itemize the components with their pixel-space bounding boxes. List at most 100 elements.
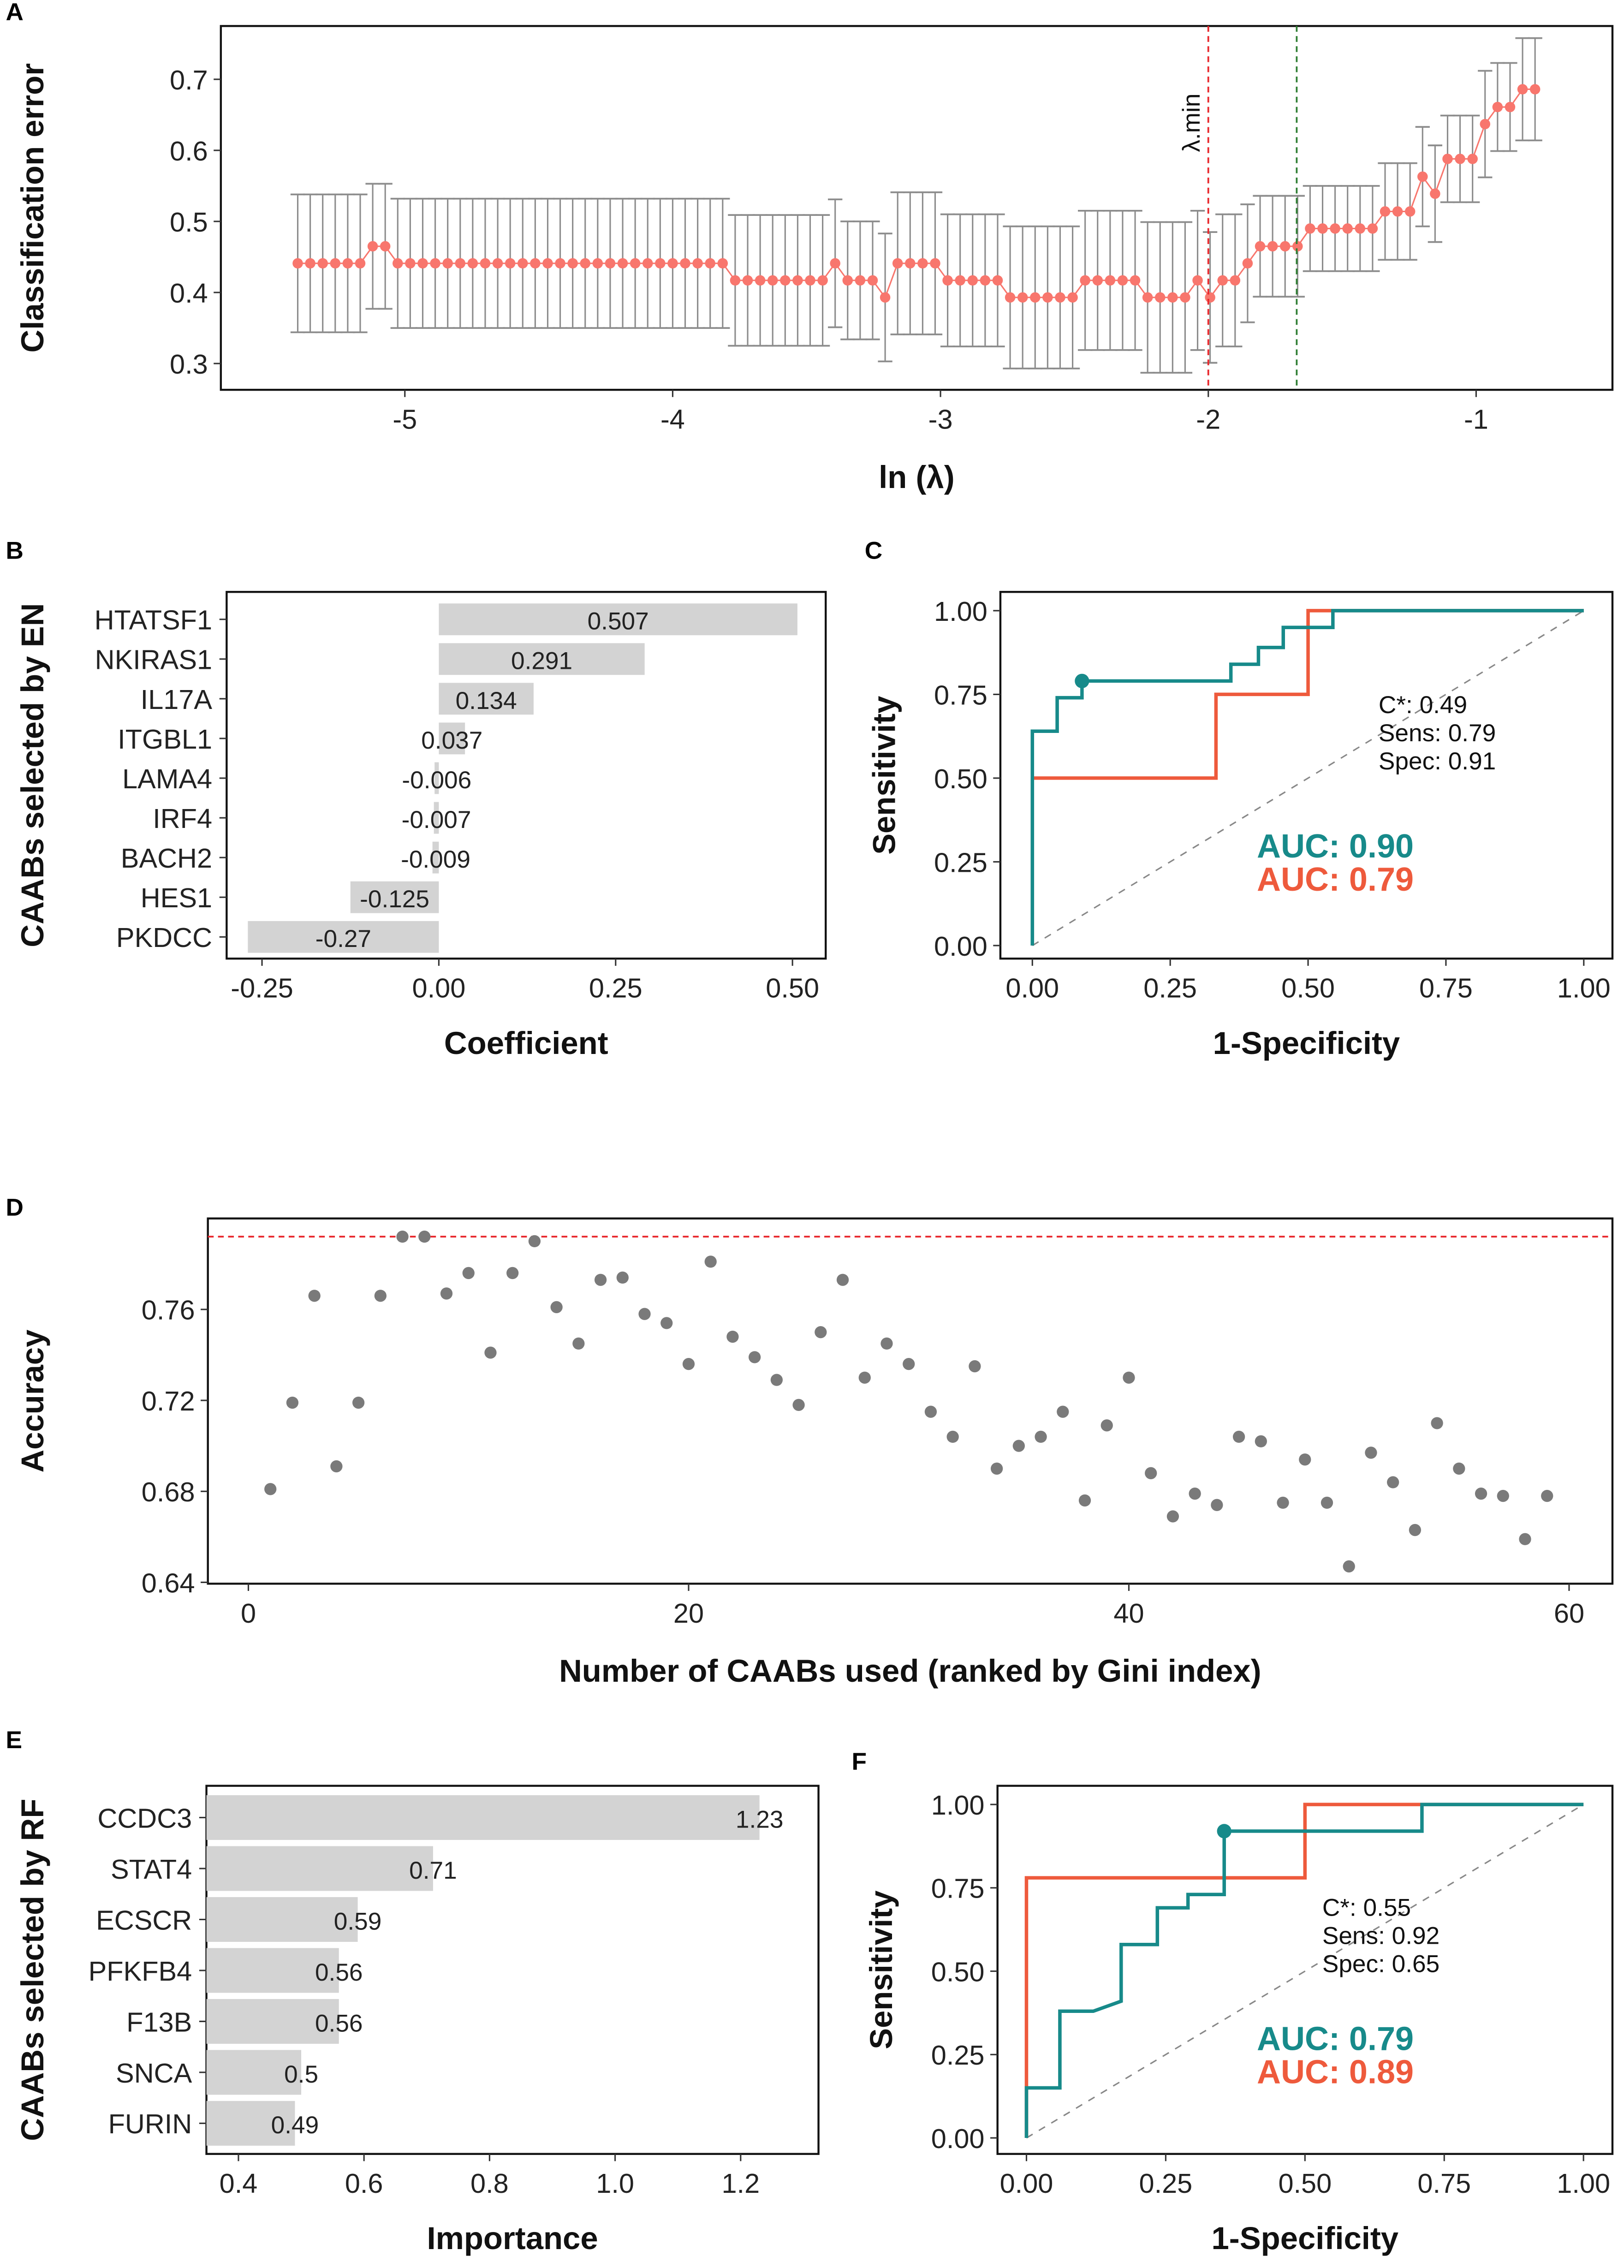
- data-point: [594, 1274, 607, 1286]
- data-point: [815, 1326, 827, 1339]
- data-point: [492, 258, 503, 269]
- y-axis-title: Classification error: [15, 63, 50, 352]
- category-label: HES1: [141, 882, 212, 913]
- data-point: [484, 1346, 497, 1359]
- data-point: [1279, 241, 1291, 252]
- bar: [439, 683, 534, 715]
- data-point: [867, 275, 878, 286]
- plot-frame-A: [220, 25, 1614, 391]
- category-label: PFKFB4: [89, 1956, 192, 1987]
- cutoff-annotation: Spec: 0.91: [1379, 748, 1496, 775]
- data-point: [572, 1337, 585, 1350]
- category-label: HTATSF1: [95, 605, 212, 636]
- data-point: [880, 292, 891, 303]
- x-axis-title: Number of CAABs used (ranked by Gini ind…: [559, 1653, 1261, 1689]
- data-point: [1505, 101, 1516, 113]
- y-tick-label: 0.00: [934, 931, 987, 962]
- y-tick-label: 0.3: [170, 349, 208, 380]
- data-point: [792, 1399, 805, 1411]
- data-point: [1123, 1371, 1135, 1384]
- data-point: [264, 1483, 277, 1495]
- data-point: [317, 258, 328, 269]
- roc-curve-teal: [1024, 1803, 1584, 2138]
- data-point: [630, 258, 641, 269]
- x-tick-label: 60: [1554, 1598, 1584, 1629]
- data-point: [418, 1230, 431, 1243]
- data-point: [830, 258, 840, 269]
- data-point: [286, 1396, 299, 1409]
- cutoff-point: [1217, 1824, 1231, 1839]
- data-point: [617, 258, 628, 269]
- data-point: [1475, 1488, 1487, 1500]
- data-point: [692, 258, 703, 269]
- data-point: [1387, 1476, 1399, 1488]
- panel-letter-D: D: [6, 1194, 24, 1221]
- cutoff-annotation: Sens: 0.92: [1322, 1922, 1440, 1949]
- y-axis-title: CAABs selected by EN: [15, 603, 50, 947]
- value-label: -0.125: [360, 886, 429, 913]
- x-tick-label: 1.2: [721, 2168, 760, 2199]
- data-point: [405, 258, 416, 269]
- cutoff-annotation: C*: 0.49: [1379, 691, 1467, 719]
- data-point: [836, 1274, 849, 1286]
- diagonal-reference-line: [1026, 1804, 1584, 2139]
- cutoff-annotation: Sens: 0.79: [1379, 720, 1496, 747]
- data-point: [580, 258, 591, 269]
- x-tick-label: 0.4: [220, 2168, 258, 2199]
- bar: [439, 603, 797, 636]
- data-point: [1541, 1489, 1553, 1502]
- bar: [206, 2101, 295, 2146]
- data-point: [380, 241, 391, 252]
- data-point: [1355, 223, 1366, 234]
- data-point: [817, 275, 828, 286]
- data-point: [1517, 84, 1528, 95]
- category-label: ECSCR: [96, 1905, 192, 1935]
- data-point: [704, 1256, 717, 1268]
- data-point: [592, 258, 603, 269]
- category-label: NKIRAS1: [95, 644, 212, 675]
- x-tick-label: 0.50: [1278, 2168, 1332, 2199]
- data-point: [1404, 206, 1416, 217]
- data-point: [517, 258, 528, 269]
- data-point: [1192, 275, 1203, 286]
- data-point: [917, 258, 928, 269]
- data-point: [805, 275, 815, 286]
- data-point: [430, 258, 440, 269]
- data-point: [1166, 1510, 1179, 1523]
- data-point: [1367, 223, 1378, 234]
- value-label: 0.59: [334, 1908, 382, 1935]
- x-axis-title: 1-Specificity: [1213, 1025, 1400, 1061]
- value-label: -0.009: [401, 846, 470, 873]
- data-point: [1130, 275, 1141, 286]
- data-point: [1154, 292, 1166, 303]
- data-point: [930, 258, 940, 269]
- y-tick-label: 0.68: [142, 1476, 195, 1507]
- data-point: [1057, 1405, 1069, 1418]
- bar: [350, 881, 439, 913]
- y-axis-title: Sensitivity: [863, 1890, 899, 2049]
- x-tick-label: 1.0: [596, 2168, 634, 2199]
- data-point: [638, 1308, 651, 1320]
- data-point: [1067, 292, 1078, 303]
- panel-letter-F: F: [852, 1748, 867, 1775]
- category-label: LAMA4: [122, 763, 212, 794]
- data-point: [1519, 1533, 1531, 1545]
- data-point: [330, 1460, 343, 1473]
- y-tick-label: 0.25: [934, 847, 987, 878]
- data-point: [992, 275, 1003, 286]
- panel-letter-B: B: [6, 537, 24, 564]
- data-point: [1189, 1488, 1201, 1500]
- data-point: [1267, 241, 1278, 252]
- value-label: 0.5: [284, 2061, 318, 2088]
- y-tick-label: 0.00: [931, 2123, 985, 2154]
- data-point: [1409, 1524, 1422, 1536]
- data-point: [1453, 1462, 1465, 1475]
- data-point: [505, 258, 516, 269]
- value-label: 0.56: [315, 2010, 363, 2037]
- x-tick-label: 0.50: [1281, 973, 1335, 1004]
- data-point: [308, 1290, 321, 1302]
- x-tick-label: 0.25: [589, 973, 642, 1004]
- bar: [206, 2050, 302, 2095]
- y-tick-label: 0.75: [931, 1873, 985, 1904]
